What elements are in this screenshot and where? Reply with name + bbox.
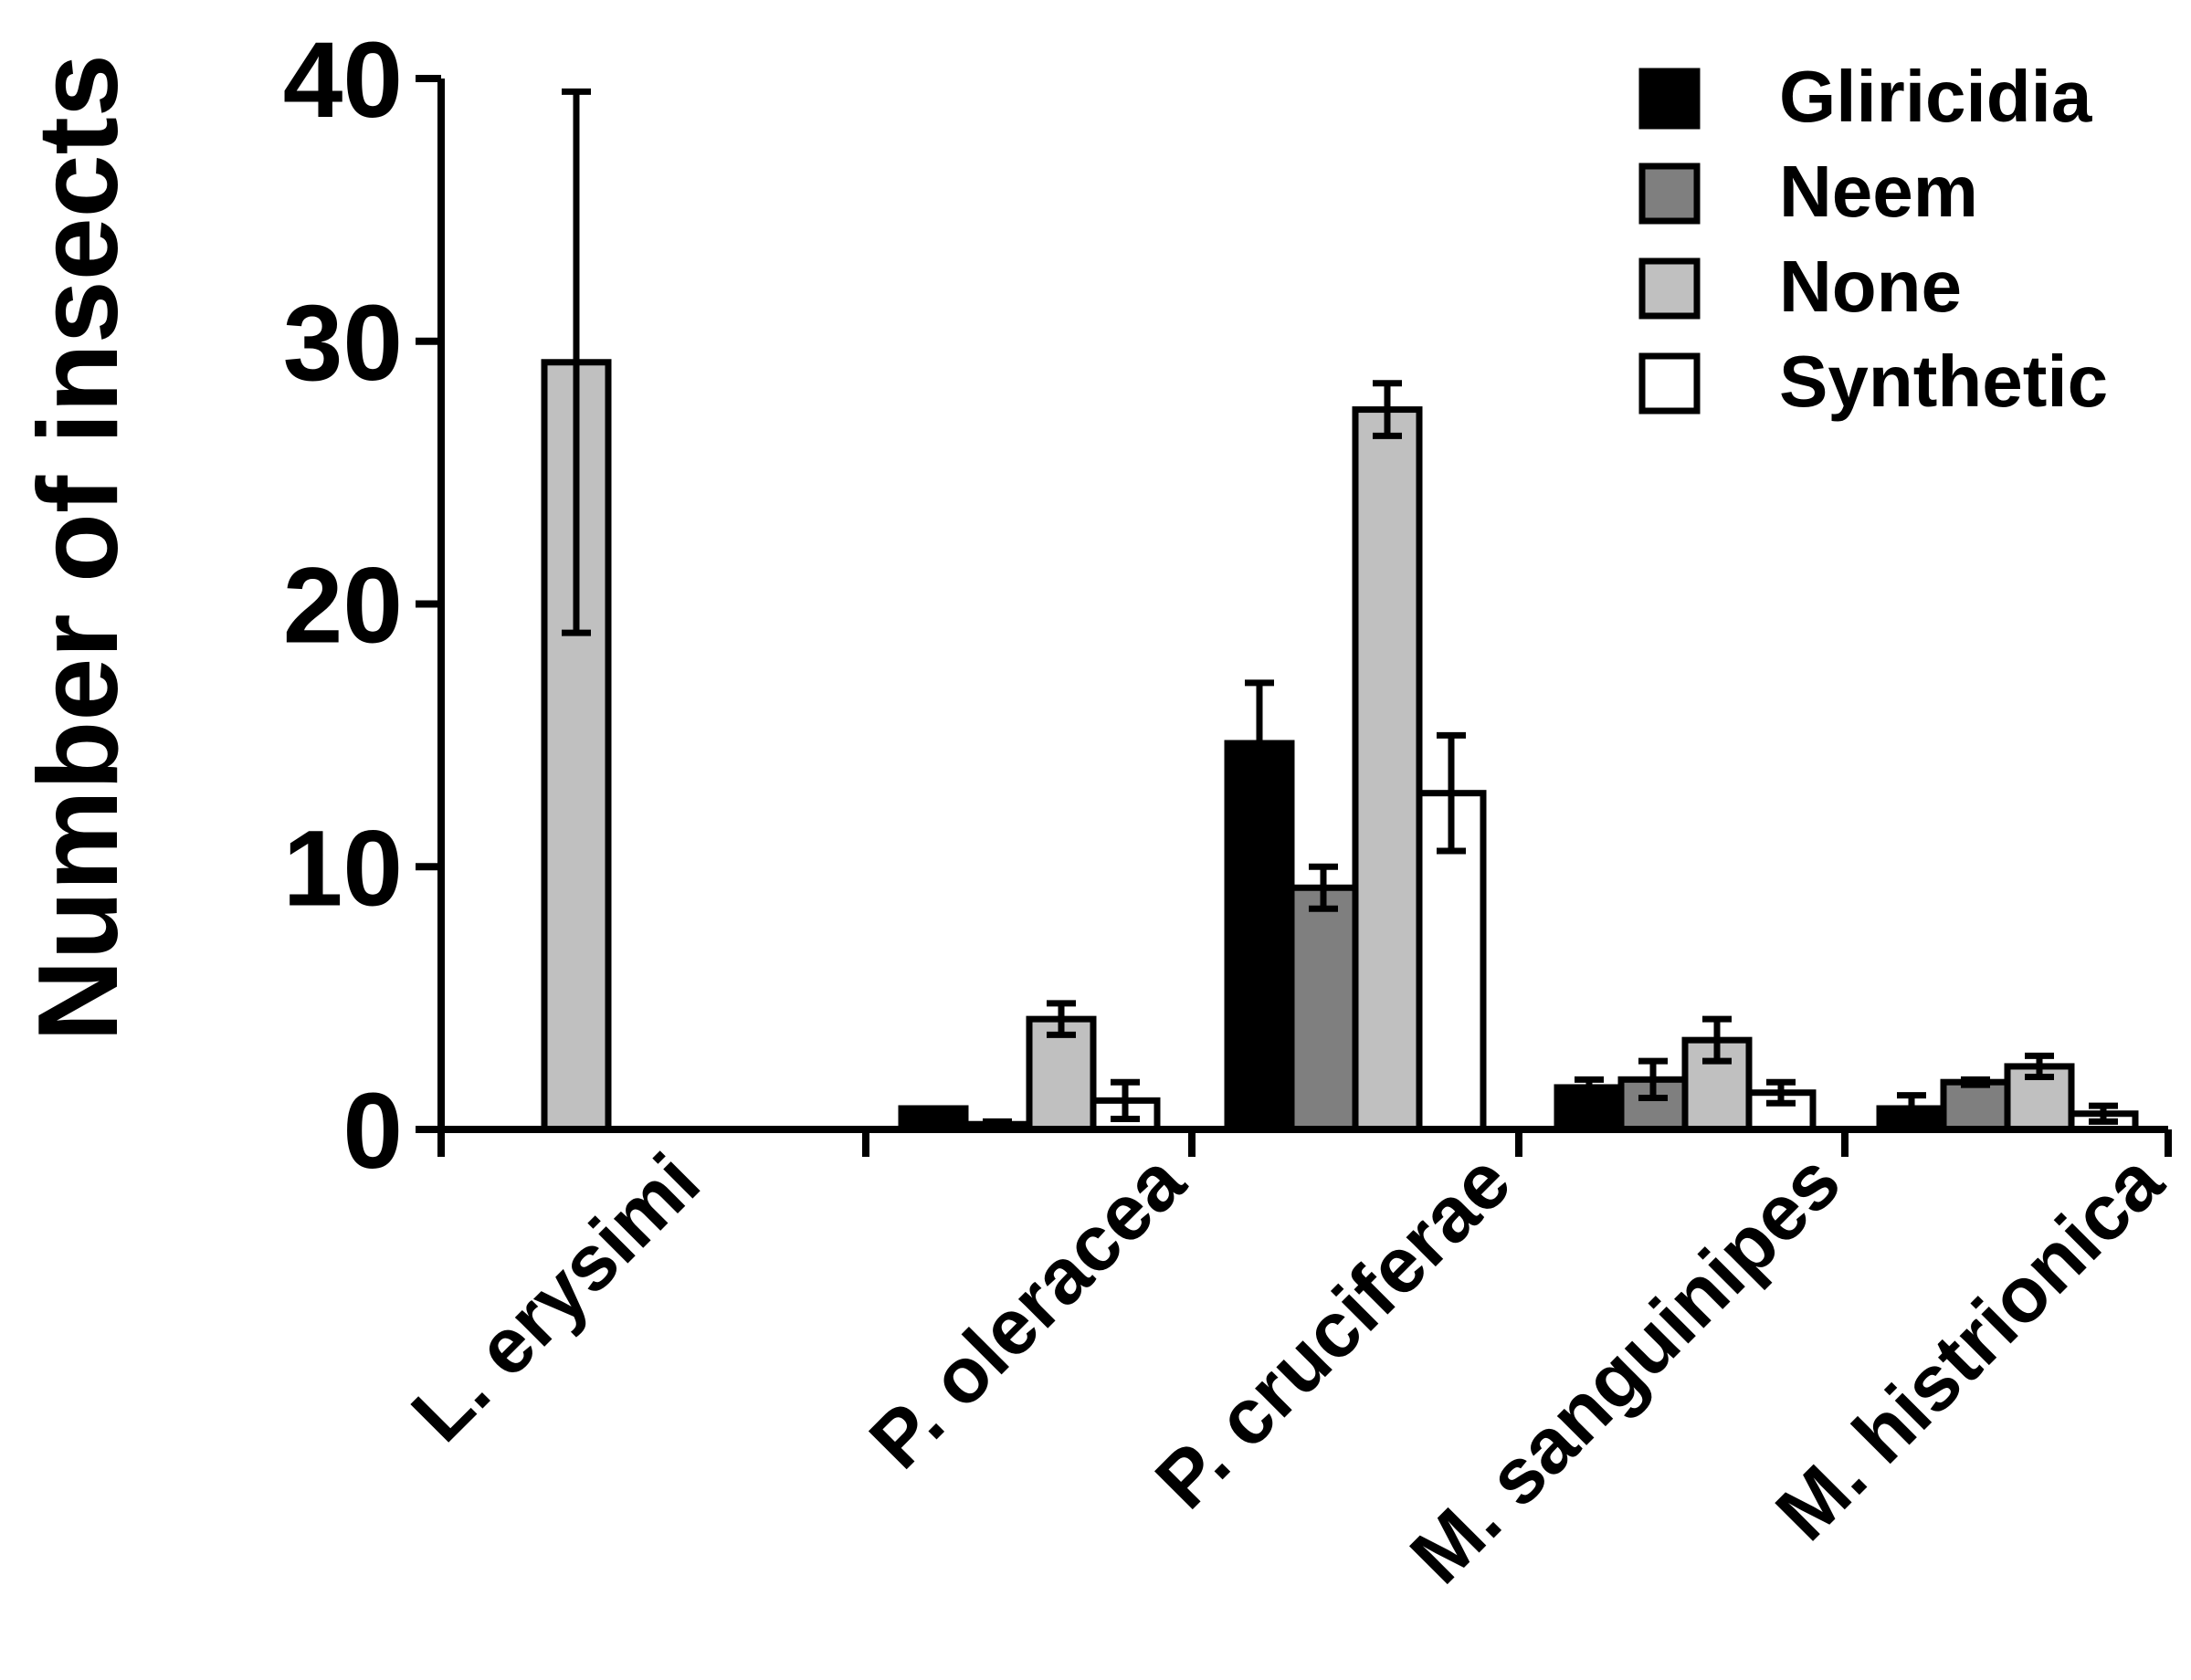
bars-layer (541, 88, 2139, 1133)
x-tick-label-0: L. erysimi (395, 1138, 717, 1459)
legend-label-synthetic: Synthetic (1779, 341, 2108, 422)
y-axis-label: Number of insects (16, 54, 142, 1042)
y-tick-label-20: 20 (283, 546, 403, 667)
legend-swatch-synthetic (1638, 352, 1701, 415)
legend: Gliricidia Neem None Synthetic (1638, 56, 2108, 422)
legend-swatch-gliricidia (1638, 68, 1701, 130)
y-tick-label-0: 0 (342, 1071, 403, 1192)
legend-label-gliricidia: Gliricidia (1779, 56, 2092, 137)
legend-label-none: None (1779, 246, 1962, 327)
legend-swatch-none (1638, 257, 1701, 320)
y-tick-label-10: 10 (283, 808, 403, 929)
bar-neem-2 (1288, 884, 1359, 1133)
y-tick-label-30: 30 (283, 283, 403, 404)
y-ticks-layer: 0 10 20 30 40 (283, 20, 441, 1192)
x-tick-label-1: P. oleracea (853, 1137, 1202, 1486)
bar-none-2 (1352, 406, 1423, 1133)
legend-swatch-neem (1638, 163, 1701, 225)
legend-label-neem: Neem (1779, 151, 1978, 232)
y-tick-label-40: 40 (283, 20, 403, 141)
bar-neem-4 (1940, 1078, 2011, 1133)
